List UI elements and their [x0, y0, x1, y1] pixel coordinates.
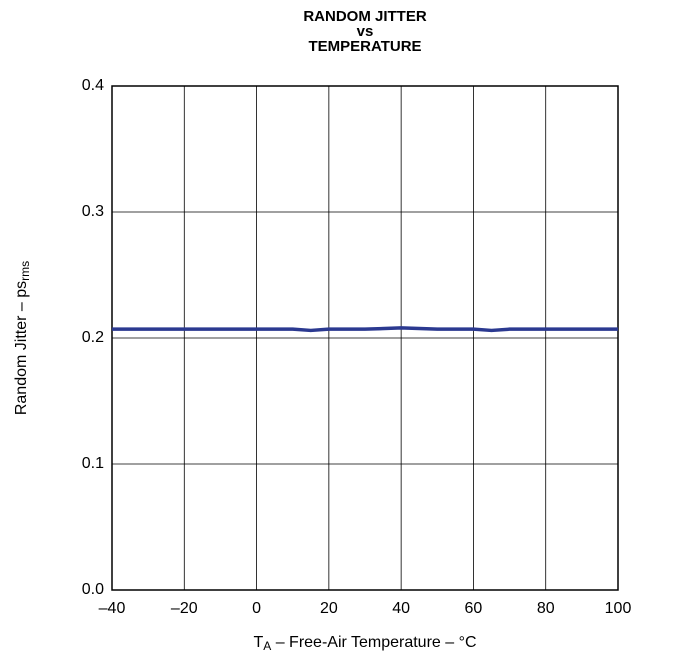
x-tick-label: 60	[465, 600, 483, 617]
x-tick-label: 20	[320, 600, 338, 617]
chart-title: vs	[357, 23, 374, 40]
x-tick-label: –20	[171, 600, 198, 617]
y-tick-label: 0.2	[82, 329, 104, 346]
y-axis-label: Random Jitter – psrms	[13, 261, 32, 415]
x-tick-label: 100	[605, 600, 632, 617]
x-tick-label: 80	[537, 600, 555, 617]
y-tick-label: 0.4	[82, 77, 104, 94]
data-line	[112, 326, 618, 333]
y-tick-label: 0.3	[82, 203, 104, 220]
x-axis-label-rest: – Free-Air Temperature – °C	[271, 634, 476, 651]
y-axis-label-sub: rms	[18, 261, 32, 281]
y-tick-label: 0.0	[82, 581, 104, 598]
x-axis-label: TA – Free-Air Temperature – °C	[253, 634, 476, 653]
x-tick-label: 40	[392, 600, 410, 617]
chart-title: TEMPERATURE	[308, 38, 421, 55]
x-tick-label: 0	[252, 600, 261, 617]
x-axis-label-sub: A	[263, 639, 271, 653]
y-tick-label: 0.1	[82, 455, 104, 472]
x-axis-label-main: T	[253, 634, 263, 651]
x-tick-label: –40	[99, 600, 126, 617]
plot-frame	[111, 85, 619, 591]
y-axis-label-main: Random Jitter – ps	[13, 281, 30, 415]
chart-title: RANDOM JITTER	[303, 8, 427, 25]
